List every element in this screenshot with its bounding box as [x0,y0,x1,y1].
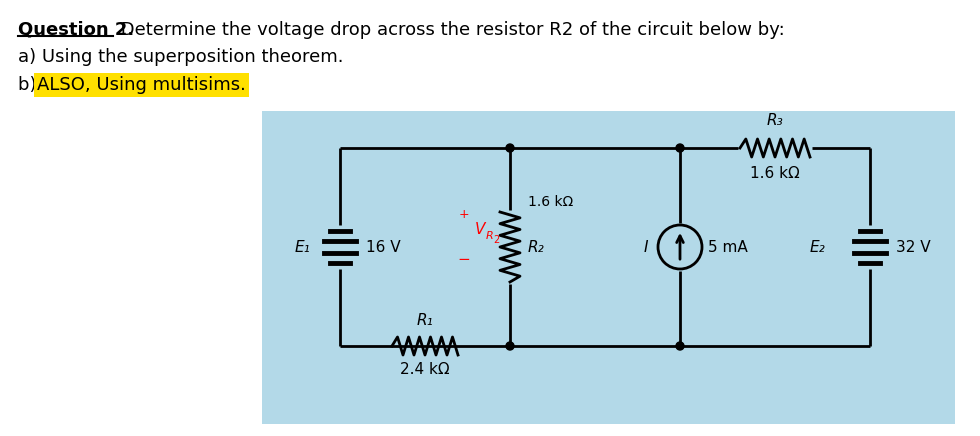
Text: 2: 2 [493,235,499,245]
Text: R: R [486,231,494,241]
Text: V: V [475,221,485,236]
Text: E₂: E₂ [810,239,826,255]
Text: b): b) [18,76,42,94]
Text: R₁: R₁ [416,313,433,328]
Text: I: I [644,239,648,255]
Circle shape [506,342,514,350]
Circle shape [676,144,684,152]
Circle shape [676,342,684,350]
Text: R₃: R₃ [766,113,783,128]
Text: R₂: R₂ [528,239,545,255]
Text: 5 mA: 5 mA [708,239,748,255]
Text: −: − [458,252,470,266]
FancyBboxPatch shape [262,111,955,424]
Text: ALSO, Using multisims.: ALSO, Using multisims. [37,76,246,94]
Text: 16 V: 16 V [366,239,401,255]
Text: 32 V: 32 V [896,239,931,255]
Text: 1.6 kΩ: 1.6 kΩ [528,195,573,209]
Text: Determine the voltage drop across the resistor R2 of the circuit below by:: Determine the voltage drop across the re… [115,21,785,39]
Text: Question 2.: Question 2. [18,21,134,39]
Text: +: + [459,208,469,221]
Text: a) Using the superposition theorem.: a) Using the superposition theorem. [18,48,344,66]
Text: 2.4 kΩ: 2.4 kΩ [400,362,450,377]
Text: E₁: E₁ [294,239,310,255]
Circle shape [506,144,514,152]
Text: 1.6 kΩ: 1.6 kΩ [750,166,800,181]
